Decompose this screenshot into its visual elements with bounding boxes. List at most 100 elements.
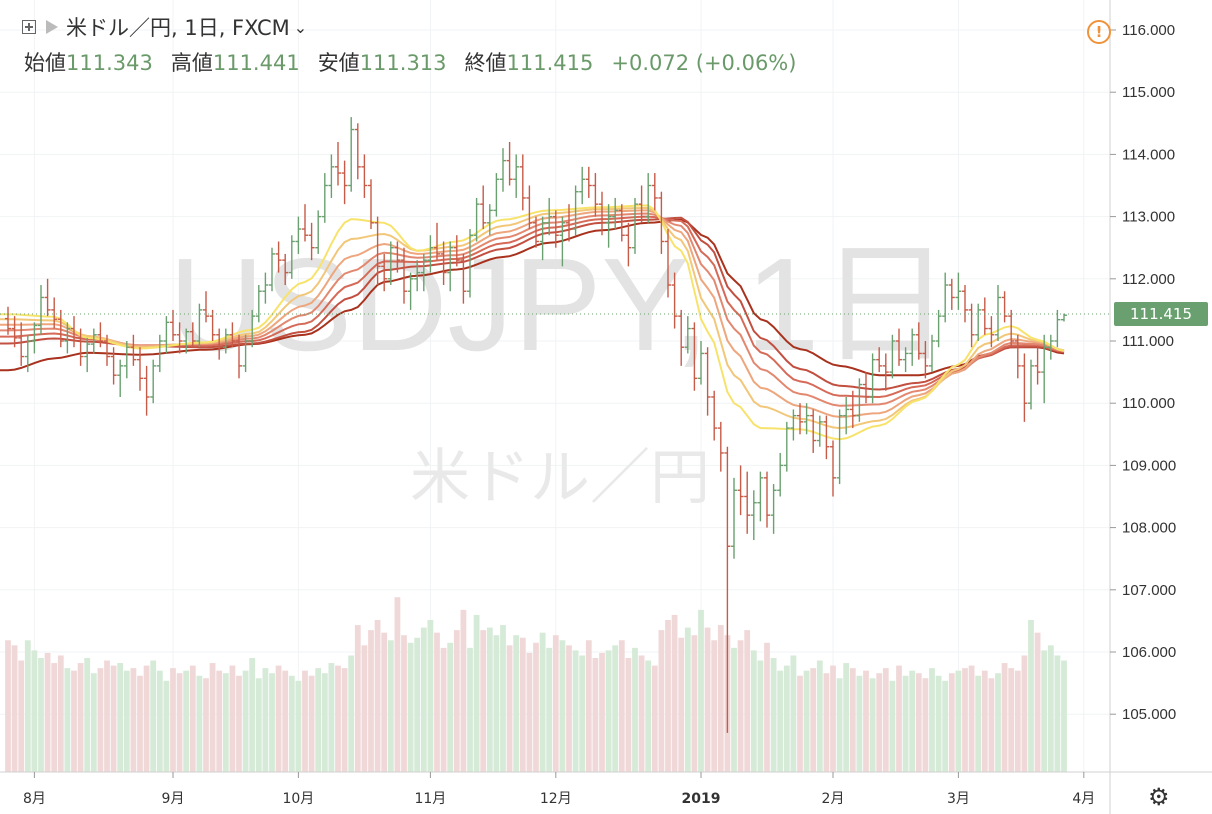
volume-bar — [302, 670, 308, 772]
volume-bar — [321, 673, 328, 772]
volume-bar — [876, 673, 883, 772]
volume-bar — [407, 642, 414, 772]
volume-bar — [64, 668, 71, 772]
candle — [585, 166, 592, 198]
volume-bar — [731, 647, 737, 772]
candle — [863, 372, 869, 404]
candle — [645, 173, 652, 223]
candle — [71, 316, 77, 348]
candle — [104, 334, 110, 366]
candle — [711, 390, 718, 441]
candle — [57, 309, 64, 348]
close-label: 終値 — [464, 51, 507, 75]
volume-bar — [18, 660, 25, 772]
volume-bar — [684, 627, 691, 772]
candle — [612, 197, 619, 230]
volume-bar — [863, 670, 869, 772]
candle — [137, 347, 143, 391]
chevron-down-icon[interactable]: ⌄ — [293, 17, 308, 37]
add-symbol-icon[interactable] — [22, 20, 36, 34]
price-axis[interactable]: 116.000 115.000 114.000 113.000 112.000 111.0… — [1110, 22, 1176, 723]
volume-bar — [566, 645, 572, 772]
volume-bar — [1008, 668, 1015, 772]
candle — [962, 285, 968, 323]
warning-icon[interactable]: ! — [1087, 20, 1111, 44]
candle — [698, 341, 704, 385]
volume-bar — [222, 673, 229, 772]
candle — [203, 291, 209, 323]
candle — [546, 197, 553, 236]
volume-bar — [559, 640, 566, 772]
candle — [500, 148, 506, 192]
candle — [684, 316, 691, 354]
candle — [110, 347, 117, 385]
volume-bar — [902, 675, 909, 772]
volume-bar — [750, 650, 757, 772]
candle — [843, 396, 850, 435]
last-price-tag: 111.415 — [1114, 302, 1208, 326]
candle — [321, 173, 328, 223]
volume-bar — [691, 635, 698, 772]
volume-bar — [948, 673, 955, 772]
volume-bar — [962, 668, 968, 772]
volume-bar — [1034, 632, 1041, 772]
candle — [1001, 291, 1008, 323]
candle — [163, 316, 170, 354]
volume-bar — [467, 647, 473, 772]
x-tick-label: 11月 — [414, 791, 446, 807]
volume-bar — [869, 678, 876, 772]
flag-icon[interactable] — [46, 20, 58, 34]
volume-bar — [262, 668, 269, 772]
candle — [387, 241, 394, 286]
volume-bar — [717, 625, 724, 772]
gear-icon[interactable]: ⚙ — [1148, 783, 1170, 811]
volume-bar — [770, 658, 777, 772]
volume-bar — [420, 627, 427, 772]
volume-bar — [5, 640, 11, 772]
volume-bar — [823, 673, 830, 772]
volume-bar — [440, 647, 447, 772]
y-tick-label: 107.000 — [1122, 582, 1176, 599]
candle — [731, 477, 737, 559]
volume-bar — [315, 668, 322, 772]
symbol-title[interactable]: 米ドル／円, 1日, FXCM — [66, 16, 290, 40]
volume-bar — [618, 640, 625, 772]
candle — [18, 322, 25, 366]
volume-bars — [5, 597, 1067, 772]
volume-bar — [1028, 620, 1034, 772]
ma-ribbon — [0, 204, 1065, 441]
time-axis[interactable]: 8月 9月 10月 11月 12月 2019 2月 3月 4月 — [23, 772, 1095, 807]
candlesticks — [5, 117, 1067, 733]
volume-bar — [975, 675, 982, 772]
candle — [493, 173, 500, 217]
change-value: +0.072 (+0.06%) — [611, 51, 797, 75]
candle — [592, 173, 599, 217]
volume-bar — [275, 665, 282, 772]
candle — [572, 185, 579, 236]
volume-bar — [546, 647, 553, 772]
candle — [44, 278, 51, 317]
volume-bar — [671, 614, 678, 772]
volume-bar — [473, 614, 480, 772]
volume-bar — [698, 609, 704, 772]
candle — [341, 160, 348, 205]
x-tick-label: 8月 — [23, 791, 46, 807]
ma-line — [0, 218, 1065, 377]
candle — [480, 185, 487, 230]
symbol-row[interactable]: 米ドル／円, 1日, FXCM ⌄ — [22, 12, 307, 42]
volume-bar — [678, 637, 685, 772]
candle — [506, 141, 513, 186]
candle — [64, 322, 71, 354]
ma-line — [0, 204, 1065, 441]
volume-bar — [526, 652, 533, 772]
candle — [123, 341, 130, 379]
candle — [552, 210, 559, 248]
volume-bar — [981, 670, 988, 772]
volume-bar — [968, 665, 975, 772]
volume-bar — [137, 675, 143, 772]
candle — [876, 347, 883, 373]
volume-bar — [711, 640, 718, 772]
volume-bar — [44, 652, 51, 772]
candle — [559, 216, 566, 267]
